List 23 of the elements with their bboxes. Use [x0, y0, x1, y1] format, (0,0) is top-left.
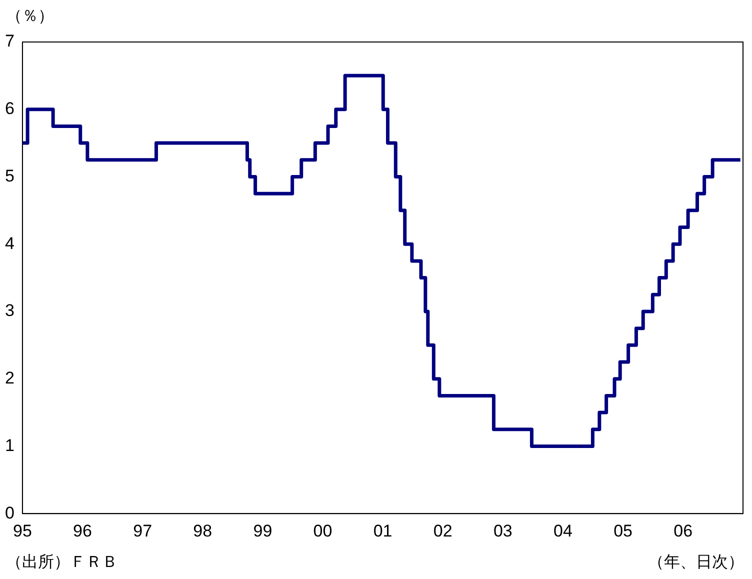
x-tick-label: 02: [433, 521, 452, 540]
x-tick-label: 05: [614, 521, 633, 540]
x-tick-label: 04: [554, 521, 572, 540]
x-tick-label: 01: [373, 521, 392, 540]
y-tick-label: 3: [4, 301, 14, 320]
x-tick-label: 98: [193, 521, 212, 540]
y-tick-label: 6: [4, 99, 14, 118]
y-tick-label: 5: [4, 166, 14, 186]
text: （出所）ＦＲＢ: [6, 552, 118, 573]
y-tick-label: 4: [4, 234, 14, 253]
y-tick-label: 2: [4, 368, 14, 388]
y-tick-label: 7: [4, 32, 14, 51]
x-tick-label: 96: [73, 521, 92, 540]
x-tick-label: 99: [253, 521, 272, 540]
x-tick-label: 03: [493, 521, 512, 540]
x-axis-title: （年、日次）: [648, 552, 744, 573]
x-tick-label: 95: [12, 521, 32, 540]
x-tick-label: 06: [674, 521, 693, 540]
x-tick-label: 00: [313, 521, 332, 540]
x-tick-label: 97: [133, 521, 152, 540]
y-tick-label: 1: [4, 436, 14, 455]
y-tick-label: 0: [4, 503, 14, 522]
y-axis-title: （％）: [6, 6, 54, 27]
